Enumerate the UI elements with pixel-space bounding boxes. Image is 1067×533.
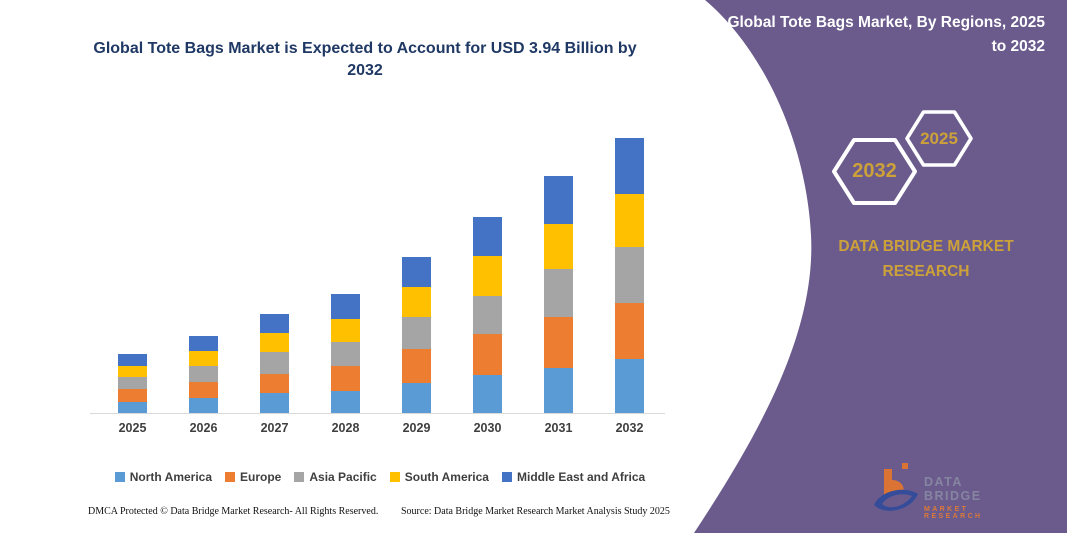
bar-segment-south-america [473, 255, 502, 296]
stacked-bar-2031 [544, 176, 573, 413]
bar-segment-asia-pacific [189, 366, 218, 382]
bar-segment-north-america [402, 382, 431, 413]
dmca-copyright-text: DMCA Protected © Data Bridge Market Rese… [88, 506, 379, 517]
hexagon-outline-icon [832, 138, 917, 205]
legend-label: South America [404, 470, 489, 484]
bar-segment-middle-east-and-africa [402, 256, 431, 287]
stacked-bar-2027 [260, 313, 289, 413]
bar-segment-north-america [544, 367, 573, 413]
dbmr-logo-icon [874, 463, 918, 511]
chart-legend: North America Europe Asia Pacific South Ame… [90, 470, 670, 484]
legend-color-swatch [389, 472, 400, 482]
stacked-bar-2032 [615, 137, 644, 413]
bar-segment-europe [473, 334, 502, 376]
bar-segment-middle-east-and-africa [260, 313, 289, 333]
logo-subtitle: MARKET RESEARCH [924, 506, 983, 520]
x-axis-tick-label: 2028 [331, 421, 360, 435]
bar-segment-south-america [331, 318, 360, 343]
bar-segment-middle-east-and-africa [615, 137, 644, 195]
bar-segment-north-america [615, 359, 644, 413]
legend-label: Asia Pacific [309, 470, 377, 484]
bar-segment-asia-pacific [331, 342, 360, 366]
bar-segment-middle-east-and-africa [544, 176, 573, 225]
hexagon-outline-icon [905, 110, 973, 167]
x-axis-tick-label: 2030 [473, 421, 502, 435]
dbmr-logo: DATA BRIDGE MARKET RESEARCH [872, 461, 1014, 520]
stacked-bar-2028 [331, 294, 360, 413]
legend-color-swatch [114, 472, 125, 482]
bar-segment-south-america [189, 350, 218, 367]
bar-segment-asia-pacific [544, 269, 573, 317]
hexagon-badge-2025: 2025 [905, 110, 973, 167]
chart-title: Global Tote Bags Market is Expected to A… [65, 38, 665, 83]
stacked-bar-2026 [189, 335, 218, 413]
stacked-bar-2025 [118, 354, 147, 413]
stacked-bar-2030 [473, 216, 502, 413]
bar-segment-north-america [331, 390, 360, 413]
legend-label: North America [129, 470, 213, 484]
bar-segment-europe [402, 348, 431, 383]
bar-segment-asia-pacific [402, 317, 431, 349]
bar-segment-europe [544, 316, 573, 368]
bar-segment-north-america [118, 401, 147, 413]
hexagon-year-label: 2025 [920, 128, 958, 148]
bar-segment-europe [189, 381, 218, 398]
source-attribution-text: Source: Data Bridge Market Research Mark… [401, 506, 670, 517]
bar-segment-asia-pacific [473, 295, 502, 335]
stacked-bar-2029 [402, 256, 431, 413]
bar-segment-middle-east-and-africa [473, 216, 502, 256]
bar-segment-asia-pacific [260, 352, 289, 374]
legend-item-middle-east-and-africa: Middle East and Africa [501, 470, 646, 484]
bar-segment-middle-east-and-africa [189, 335, 218, 351]
legend-color-swatch [294, 472, 305, 482]
legend-color-swatch [225, 472, 236, 482]
bar-segment-asia-pacific [615, 247, 644, 303]
bar-segment-south-america [402, 286, 431, 318]
bar-segment-north-america [189, 397, 218, 413]
x-axis-labels: 2025 2026 2027 2028 2029 2030 2031 2032 [90, 421, 665, 439]
logo-title: DATA BRIDGE [924, 475, 982, 503]
bar-segment-south-america [118, 366, 147, 378]
hexagon-badge-2032: 2032 [832, 138, 917, 205]
bar-segment-middle-east-and-africa [331, 294, 360, 319]
bar-segment-north-america [473, 375, 502, 413]
bar-chart-plot [90, 130, 665, 414]
x-axis-tick-label: 2031 [544, 421, 573, 435]
chart-title-text: Global Tote Bags Market is Expected to A… [93, 40, 637, 80]
legend-item-europe: Europe [225, 470, 281, 484]
bar-segment-europe [615, 302, 644, 360]
panel-heading: Global Tote Bags Market, By Regions, 202… [727, 14, 1045, 56]
bar-segment-asia-pacific [118, 377, 147, 390]
x-axis-tick-label: 2027 [260, 421, 289, 435]
bar-segment-south-america [544, 224, 573, 270]
x-axis-tick-label: 2026 [189, 421, 218, 435]
bar-segment-europe [331, 365, 360, 391]
x-axis-tick-label: 2032 [615, 421, 644, 435]
legend-label: Middle East and Africa [516, 470, 646, 484]
legend-item-asia-pacific: Asia Pacific [294, 470, 377, 484]
bar-segment-south-america [615, 194, 644, 248]
bar-segment-europe [118, 389, 147, 402]
legend-label: Europe [240, 470, 282, 484]
legend-item-south-america: South America [389, 470, 489, 484]
hexagon-year-label: 2032 [852, 160, 897, 182]
bar-segment-south-america [260, 332, 289, 353]
dbmr-logo-text: DATA BRIDGE MARKET RESEARCH [924, 475, 1014, 520]
legend-item-north-america: North America [114, 470, 213, 484]
brand-wordmark: DATA BRIDGE MARKET RESEARCH [838, 238, 1014, 280]
legend-color-swatch [501, 472, 512, 482]
bar-segment-europe [260, 373, 289, 393]
bar-segment-north-america [260, 392, 289, 413]
bar-segment-middle-east-and-africa [118, 354, 147, 367]
x-axis-tick-label: 2029 [402, 421, 431, 435]
x-axis-tick-label: 2025 [118, 421, 147, 435]
